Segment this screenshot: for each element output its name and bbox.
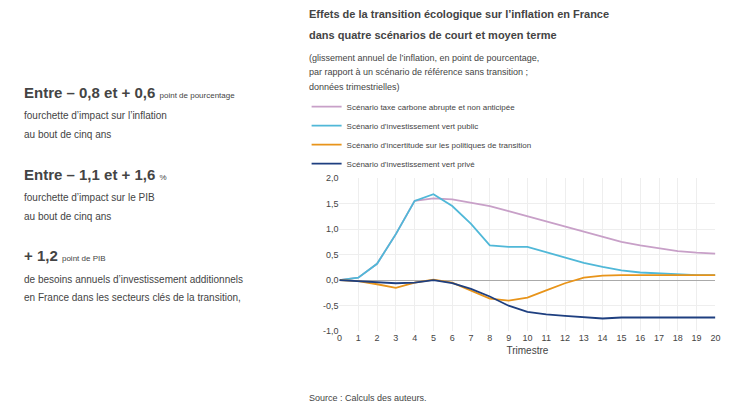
svg-text:5: 5: [431, 333, 436, 343]
svg-text:Entre – 0,8 et + 0,6 point de: Entre – 0,8 et + 0,6 point de pourcentag…: [24, 84, 235, 101]
svg-text:8: 8: [487, 333, 492, 343]
svg-text:9: 9: [506, 333, 511, 343]
svg-text:2,0: 2,0: [326, 173, 339, 183]
svg-text:11: 11: [542, 333, 551, 343]
svg-text:17: 17: [654, 333, 664, 343]
svg-text:0,5: 0,5: [326, 250, 339, 260]
svg-text:16: 16: [635, 333, 645, 343]
svg-text:Scénario d’incertitude sur les: Scénario d’incertitude sur les politique…: [347, 141, 532, 150]
svg-text:19: 19: [692, 333, 702, 343]
svg-text:15: 15: [616, 333, 626, 343]
svg-text:(glissement annuel de l’inflat: (glissement annuel de l’inflation, en po…: [309, 53, 539, 63]
svg-text:Source : Calculs des auteurs.: Source : Calculs des auteurs.: [309, 393, 427, 403]
svg-text:1,5: 1,5: [326, 199, 339, 209]
svg-text:13: 13: [579, 333, 589, 343]
svg-text:3: 3: [393, 333, 398, 343]
svg-text:données trimestrielles): données trimestrielles): [309, 82, 400, 92]
svg-text:de besoins annuels d’investiss: de besoins annuels d’investissement addi…: [24, 274, 243, 285]
svg-text:par rapport à un scénario de r: par rapport à un scénario de référence s…: [309, 67, 528, 77]
svg-text:+ 1,2 point de PIB: + 1,2 point de PIB: [24, 247, 106, 264]
svg-text:-0,5: -0,5: [323, 301, 339, 311]
svg-text:10: 10: [522, 333, 532, 343]
svg-text:Entre – 1,1 et + 1,6 %: Entre – 1,1 et + 1,6 %: [24, 166, 167, 183]
svg-text:Scénario d’investissement vert: Scénario d’investissement vert privé: [347, 160, 476, 169]
svg-text:1: 1: [356, 333, 361, 343]
svg-text:au bout de cinq ans: au bout de cinq ans: [24, 211, 111, 222]
svg-text:Effets de la transition écolog: Effets de la transition écologique sur l…: [309, 8, 609, 20]
svg-text:7: 7: [469, 333, 474, 343]
svg-text:dans quatre scénarios de court: dans quatre scénarios de court et moyen …: [309, 29, 557, 41]
svg-text:14: 14: [598, 333, 608, 343]
svg-text:18: 18: [673, 333, 683, 343]
svg-text:Trimestre: Trimestre: [506, 345, 548, 356]
svg-text:Scénario d’investissement vert: Scénario d’investissement vert public: [347, 122, 479, 131]
svg-text:12: 12: [560, 333, 570, 343]
svg-text:4: 4: [412, 333, 417, 343]
svg-text:fourchette d’impact sur le PIB: fourchette d’impact sur le PIB: [24, 192, 155, 203]
svg-text:0: 0: [337, 333, 342, 343]
svg-text:2: 2: [375, 333, 380, 343]
svg-text:1,0: 1,0: [326, 224, 339, 234]
svg-text:en France dans les secteurs cl: en France dans les secteurs clés de la t…: [24, 292, 241, 303]
svg-text:-1,0: -1,0: [323, 326, 339, 336]
svg-text:6: 6: [450, 333, 455, 343]
svg-text:20: 20: [710, 333, 720, 343]
svg-text:fourchette d’impact sur l’infl: fourchette d’impact sur l’inflation: [24, 110, 167, 121]
svg-text:Scénario taxe carbone abrupte: Scénario taxe carbone abrupte et non ant…: [347, 103, 516, 112]
svg-text:au bout de cinq ans: au bout de cinq ans: [24, 129, 111, 140]
svg-text:0,0: 0,0: [326, 275, 339, 285]
